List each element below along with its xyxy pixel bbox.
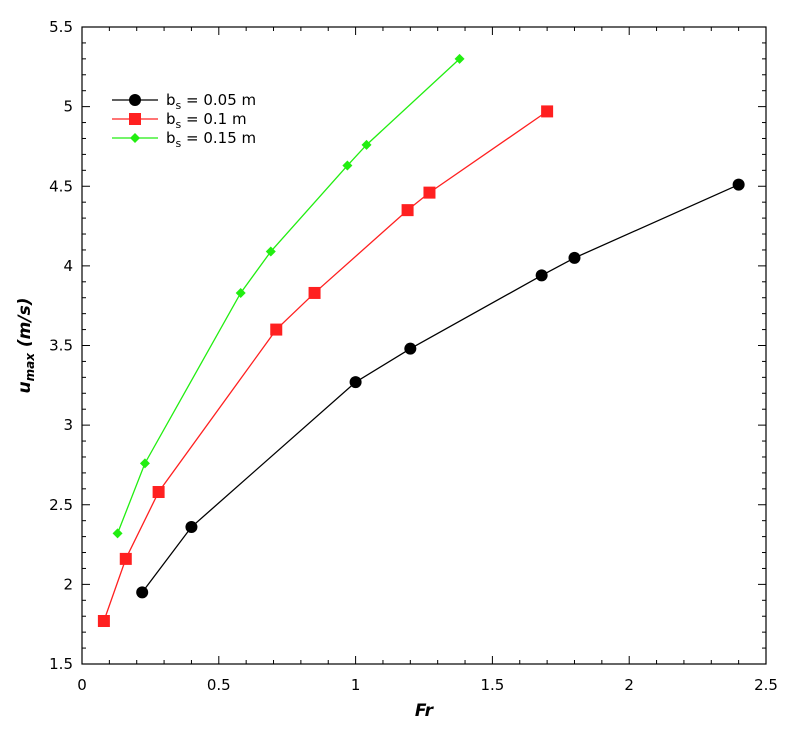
- x-tick-label: 2: [624, 676, 634, 694]
- y-tick-label: 4.5: [49, 177, 73, 195]
- y-tick-label: 2: [63, 575, 73, 593]
- data-point: [349, 376, 362, 389]
- y-axis-title-subscript: max: [23, 352, 37, 382]
- y-tick-label: 5.5: [49, 18, 73, 36]
- y-tick-label: 1.5: [49, 655, 73, 673]
- data-point: [97, 615, 110, 628]
- y-axis-title-units: (m/s): [15, 298, 35, 354]
- y-tick-label: 4: [63, 257, 73, 275]
- series-line: [141, 184, 739, 593]
- data-point: [136, 586, 149, 599]
- data-point: [185, 521, 198, 534]
- y-tick-label: 5: [63, 98, 73, 116]
- y-tick-label: 3.5: [49, 337, 73, 355]
- data-point: [404, 342, 417, 355]
- data-point: [139, 458, 150, 469]
- legend: bs = 0.05 mbs = 0.1 mbs = 0.15 m: [112, 91, 256, 150]
- data-point: [308, 286, 321, 299]
- x-tick-label: 1: [351, 676, 361, 694]
- data-point: [454, 53, 465, 64]
- legend-marker: [130, 133, 140, 143]
- series-group: [97, 53, 745, 628]
- legend-label: bs = 0.1 m: [166, 110, 247, 131]
- legend-marker: [129, 94, 141, 106]
- series-line: [103, 110, 548, 622]
- data-point: [119, 552, 132, 565]
- data-point: [361, 139, 372, 150]
- x-axis-title: Fr: [415, 701, 435, 721]
- data-point: [541, 105, 554, 118]
- x-tick-label: 0.5: [207, 676, 231, 694]
- data-point: [535, 269, 548, 282]
- y-tick-label: 3: [63, 416, 73, 434]
- x-tick-label: 0: [77, 676, 87, 694]
- legend-label: bs = 0.15 m: [166, 129, 256, 150]
- series-1: [136, 178, 745, 599]
- x-tick-label: 1.5: [480, 676, 504, 694]
- x-tick-label: 2.5: [754, 676, 778, 694]
- y-axis-title: umax (m/s): [15, 298, 37, 394]
- data-point: [401, 204, 414, 217]
- data-point: [342, 160, 353, 171]
- series-2: [97, 105, 554, 628]
- data-point: [152, 486, 165, 499]
- data-point: [270, 323, 283, 336]
- data-point: [265, 246, 276, 257]
- y-axis-title-main: u: [15, 381, 35, 393]
- legend-marker: [129, 113, 141, 125]
- data-point: [423, 186, 436, 199]
- series-3: [112, 53, 465, 539]
- axes: 0 0.5 1 1.5 2 2.5 1.5 2 2.5 3 3.5 4 4.5 5 5.5: [49, 18, 778, 694]
- data-point: [235, 287, 246, 298]
- legend-label: bs = 0.05 m: [166, 91, 256, 112]
- data-point: [112, 528, 123, 539]
- y-tick-label: 2.5: [49, 496, 73, 514]
- data-point: [568, 251, 581, 264]
- data-point: [732, 178, 745, 191]
